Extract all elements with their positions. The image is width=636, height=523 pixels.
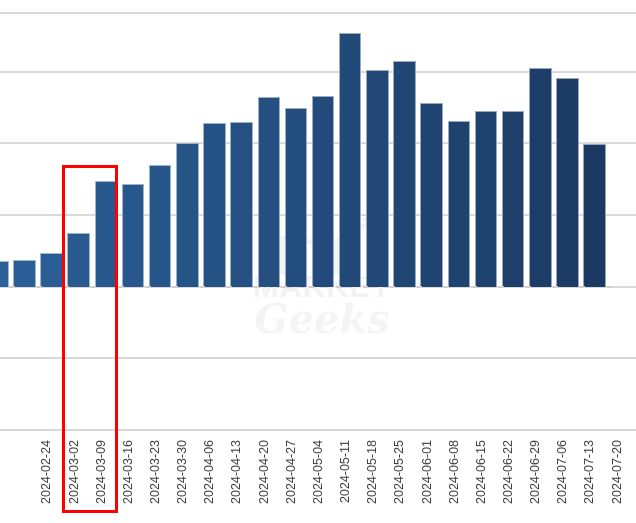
x-axis: 2024-02-24 2024-03-02 2024-03-09 2024-03-16… [0, 437, 636, 523]
x-axis-tick-label: 2024-07-06 [555, 440, 570, 504]
axis-tick-mark [254, 286, 260, 288]
x-axis-tick-label: 2024-04-13 [229, 440, 244, 504]
axis-tick-mark [580, 286, 586, 288]
bar [556, 78, 579, 287]
bar [311, 96, 335, 287]
x-axis-tick-label: 2024-03-30 [175, 440, 190, 504]
bar [393, 61, 416, 287]
bar [529, 68, 552, 287]
x-axis-tick-label: 2024-03-09 [93, 440, 108, 504]
x-axis-tick-label: 2024-06-22 [500, 440, 515, 504]
axis-tick-mark [118, 286, 124, 288]
axis-tick-mark [525, 286, 531, 288]
axis-tick-mark [498, 286, 504, 288]
axis-tick-mark [444, 286, 450, 288]
bar [0, 261, 9, 287]
x-axis-tick-label: 2024-05-18 [365, 440, 380, 504]
axis-tick-mark [281, 286, 287, 288]
axis-tick-mark [308, 286, 314, 288]
bar [13, 260, 36, 287]
bar [420, 103, 443, 287]
x-axis-tick-label: 2024-05-04 [310, 440, 325, 504]
x-axis-tick-label: 2024-03-02 [66, 440, 81, 504]
x-axis-tick-label: 2024-07-20 [609, 440, 624, 504]
x-axis-tick-label: 2024-06-15 [473, 440, 488, 504]
x-axis-tick-label: 2024-05-11 [338, 440, 353, 504]
x-axis-tick-label: 2024-03-16 [120, 440, 135, 504]
bar [366, 70, 389, 287]
bar [257, 97, 280, 287]
bar [447, 121, 471, 287]
x-axis-tick-label: 2024-05-25 [392, 440, 407, 504]
plot-area: MARKET Geeks [0, 12, 636, 431]
axis-tick-mark [200, 286, 206, 288]
gridline [0, 286, 636, 288]
bar [501, 111, 525, 287]
bar [67, 233, 90, 287]
x-axis-tick-label: 2024-06-29 [528, 440, 543, 504]
bar [203, 123, 226, 287]
bar [284, 108, 308, 287]
x-axis-tick-label: 2024-06-08 [446, 440, 461, 504]
bar [338, 33, 362, 287]
axis-tick-mark [227, 286, 233, 288]
x-axis-tick-label: 2024-03-23 [148, 440, 162, 504]
bar [176, 143, 199, 287]
axis-tick-mark [335, 286, 341, 288]
axis-tick-mark [362, 286, 368, 288]
axis-tick-mark [471, 286, 477, 288]
bar [230, 122, 253, 287]
axis-tick-mark [145, 286, 151, 288]
bar [148, 165, 172, 287]
bar [583, 144, 606, 287]
axis-tick-mark [172, 286, 178, 288]
x-axis-tick-label: 2024-04-20 [256, 440, 271, 504]
axis-tick-mark [607, 286, 613, 288]
gridline [0, 12, 636, 14]
axis-tick-mark [553, 286, 558, 288]
x-axis-tick-label: 2024-06-01 [419, 440, 434, 504]
bar [40, 253, 63, 287]
bar [94, 181, 118, 287]
gridline [0, 71, 636, 73]
x-axis-tick-label: 2024-07-13 [582, 440, 597, 504]
x-axis-tick-label: 2024-04-27 [283, 440, 298, 504]
axis-tick-mark [37, 286, 43, 288]
gridline [0, 429, 636, 431]
x-axis-tick-label: 2024-04-06 [202, 440, 217, 504]
axis-tick-mark [390, 286, 396, 288]
axis-tick-mark [10, 286, 15, 288]
axis-tick-mark [64, 286, 70, 288]
gridline [0, 357, 636, 359]
axis-tick-mark [417, 286, 423, 288]
x-axis-tick-label: 2024-02-24 [39, 440, 54, 504]
bar [474, 111, 498, 287]
bar [121, 184, 145, 287]
watermark-script: Geeks [254, 296, 390, 343]
axis-tick-mark [91, 286, 97, 288]
